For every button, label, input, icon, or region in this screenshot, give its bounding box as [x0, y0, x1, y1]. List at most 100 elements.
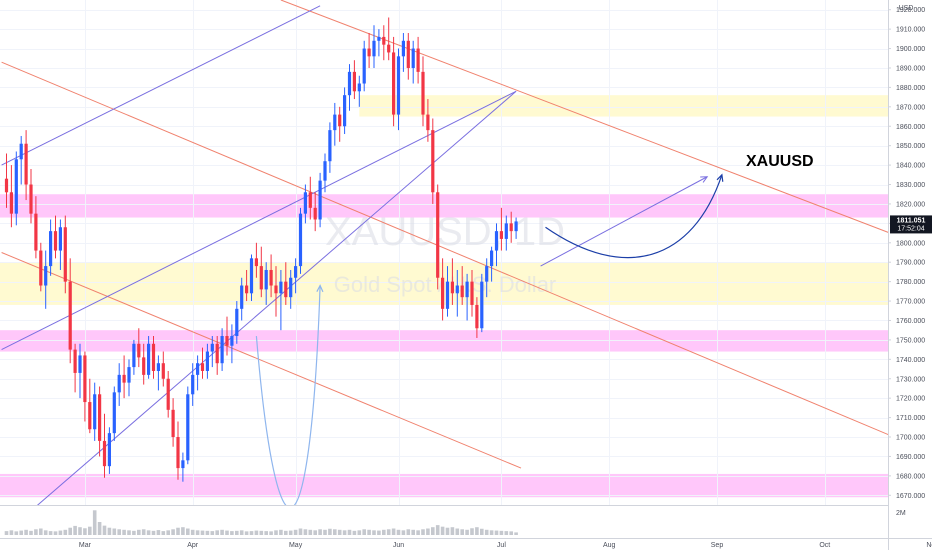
- price-tick-label: 1670.000: [896, 493, 925, 500]
- candle-body: [333, 114, 337, 131]
- candle-body: [470, 281, 474, 305]
- price-tick-label: 1750.000: [896, 337, 925, 344]
- volume-bar: [239, 530, 244, 535]
- price-tick-label: 1860.000: [896, 124, 925, 131]
- candle-body: [485, 266, 489, 282]
- volume-bar: [14, 531, 19, 535]
- projection-arrowhead: [316, 284, 324, 293]
- price-tick-label: 1920.000: [896, 7, 925, 14]
- candle-body: [445, 281, 450, 309]
- volume-bar: [215, 530, 219, 535]
- price-axis[interactable]: 1670.000 1680.000 1690.000 1700.000 1710.000…: [888, 7, 925, 500]
- volume-bar: [137, 529, 141, 535]
- candle-body: [196, 363, 200, 375]
- volume-bar: [156, 530, 161, 535]
- volume-bar: [465, 529, 469, 535]
- candle-body: [303, 192, 307, 214]
- time-tick-label: Nov: [926, 542, 932, 549]
- candle-body: [191, 374, 195, 395]
- candle-body: [73, 349, 77, 373]
- candle-body: [392, 52, 396, 115]
- candle-body: [455, 285, 459, 294]
- volume-bar: [29, 530, 33, 535]
- volume-bar: [200, 530, 205, 535]
- price-tick-label: 1760.000: [896, 318, 925, 325]
- volume-bar: [102, 525, 107, 535]
- candle-body: [416, 48, 420, 72]
- volume-bar: [43, 530, 48, 535]
- volume-bar: [19, 530, 23, 535]
- price-zone: [0, 473, 888, 498]
- watermark-symbol: XAUUSD, 1D: [325, 210, 565, 254]
- volume-bar: [489, 530, 494, 535]
- volume-bar: [249, 531, 254, 535]
- volume-bar: [484, 529, 489, 535]
- candle-body: [338, 114, 342, 127]
- volume-bar: [450, 527, 455, 535]
- candle-body: [215, 343, 219, 364]
- volume-bar: [391, 528, 396, 535]
- trend-line: [280, 0, 888, 233]
- volume-bar: [470, 528, 474, 535]
- candle-body: [147, 343, 151, 375]
- candle-body: [465, 281, 469, 298]
- time-tick-label: May: [289, 542, 303, 549]
- volume-bar: [225, 530, 229, 535]
- last-price-value: 1811.051: [897, 217, 926, 224]
- volume-bar: [220, 529, 224, 535]
- volume-bar: [396, 529, 401, 535]
- volume-bar: [4, 531, 9, 535]
- volume-bar: [34, 529, 38, 535]
- volume-bar: [475, 527, 479, 535]
- trend-lines[interactable]: [1, 0, 932, 511]
- price-tick-label: 1820.000: [896, 201, 925, 208]
- candle-body: [83, 355, 87, 403]
- candle-body: [269, 269, 273, 286]
- candle-body: [142, 357, 146, 375]
- volume-bar: [39, 528, 43, 535]
- price-tick-label: 1770.000: [896, 299, 925, 306]
- candle-body: [396, 56, 401, 115]
- candle-body: [176, 437, 180, 469]
- volume-bar: [362, 529, 366, 535]
- candle-body: [431, 130, 435, 193]
- volume-bar: [288, 530, 293, 535]
- candle-body: [490, 250, 494, 267]
- candle-body: [225, 336, 229, 346]
- price-tick-label: 1690.000: [896, 454, 925, 461]
- trend-line-arrowhead: [700, 176, 709, 183]
- candle-body: [49, 231, 53, 267]
- candle-body: [19, 143, 23, 160]
- volume-bar: [406, 529, 411, 535]
- volume-bar: [146, 530, 151, 535]
- candle-body: [294, 266, 298, 278]
- price-tick-label: 1790.000: [896, 260, 925, 267]
- candle-body: [29, 184, 33, 214]
- candle-body: [24, 143, 28, 185]
- projection-curves[interactable]: [255, 173, 724, 508]
- volume-bar: [210, 531, 215, 535]
- price-tick-label: 1890.000: [896, 65, 925, 72]
- candle-body: [318, 180, 322, 220]
- volume-bar: [92, 510, 97, 535]
- trend-line: [1, 252, 522, 469]
- price-tick-label: 1870.000: [896, 104, 925, 111]
- volume-bar: [372, 530, 376, 535]
- candle-body: [14, 159, 18, 214]
- volume-bar: [205, 530, 210, 535]
- candle-body: [401, 40, 405, 57]
- candle-body: [127, 367, 131, 383]
- trend-line: [1, 90, 517, 351]
- volume-bar: [323, 529, 327, 535]
- volume-bar: [509, 531, 513, 535]
- candle-body: [9, 192, 13, 214]
- candle-body: [382, 36, 386, 45]
- volume-bar: [161, 531, 166, 535]
- time-axis[interactable]: Mar Apr May Jun Jul Aug Sep Oct Nov: [79, 542, 932, 549]
- volume-bar: [367, 529, 371, 535]
- time-tick-label: Jun: [393, 542, 404, 549]
- volume-bar: [279, 529, 283, 535]
- candle-body: [107, 433, 111, 467]
- time-tick-label: Sep: [711, 542, 724, 549]
